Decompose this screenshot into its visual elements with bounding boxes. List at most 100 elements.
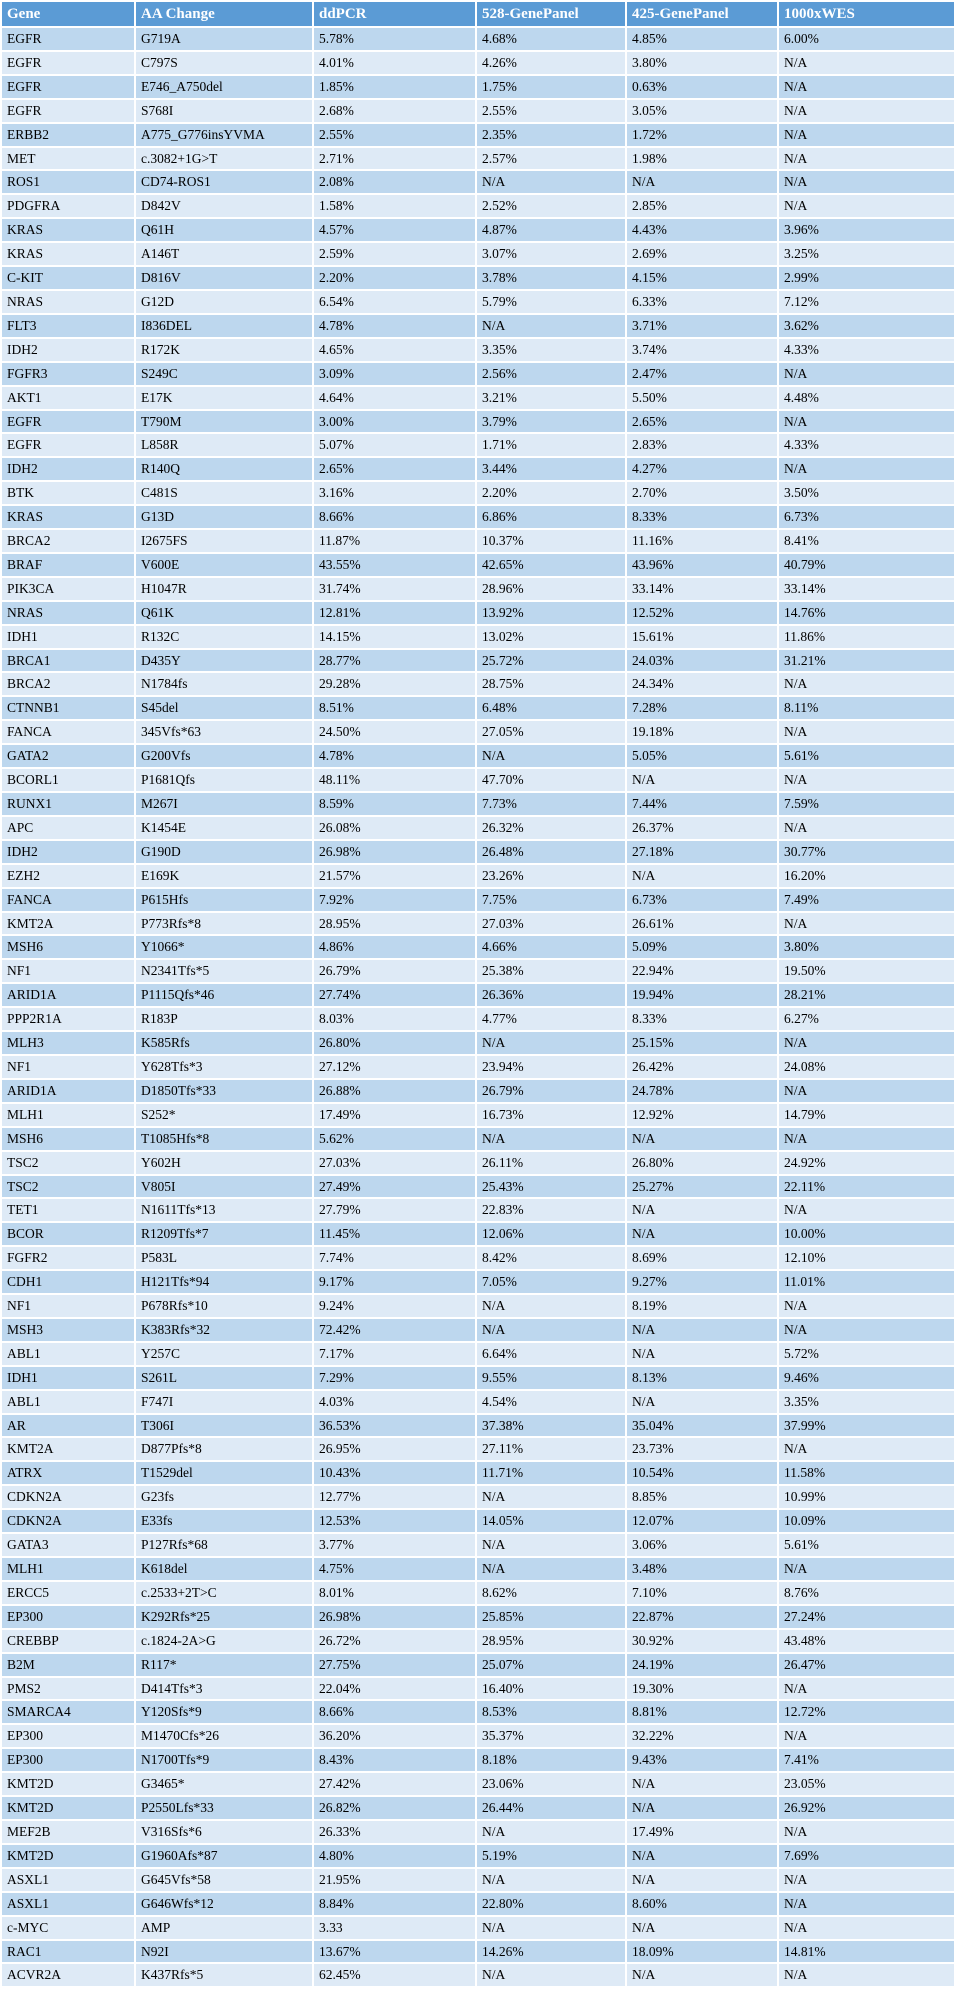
cell-425-genepanel: 43.96% <box>625 551 779 578</box>
cell-425-genepanel: 10.54% <box>625 1460 779 1487</box>
cell-1000xwes: 4.33% <box>777 432 954 459</box>
cell-gene: MSH6 <box>0 1125 136 1152</box>
cell-gene: ABL1 <box>0 1340 136 1367</box>
cell-425-genepanel: 15.61% <box>625 623 779 650</box>
table-row: MSH6 T1085Hfs*8 5.62% N/A N/A N/A <box>0 1125 954 1152</box>
cell-528-genepanel: 4.66% <box>475 934 627 961</box>
cell-ddpcr: 24.50% <box>312 719 477 746</box>
cell-1000xwes: N/A <box>777 456 954 483</box>
cell-gene: C-KIT <box>0 265 136 291</box>
cell-1000xwes: 11.86% <box>777 623 954 650</box>
cell-528-genepanel: 9.55% <box>475 1364 627 1391</box>
cell-ddpcr: 28.95% <box>312 910 477 937</box>
cell-gene: KMT2A <box>0 910 136 937</box>
table-row: EP300 M1470Cfs*26 36.20% 35.37% 32.22% N/A <box>0 1723 954 1750</box>
cell-1000xwes: 28.21% <box>777 982 954 1009</box>
table-row: ERCC5 c.2533+2T>C 8.01% 8.62% 7.10% 8.76% <box>0 1579 954 1606</box>
table-row: NRAS Q61K 12.81% 13.92% 12.52% 14.76% <box>0 599 954 626</box>
cell-425-genepanel: N/A <box>625 1842 779 1869</box>
cell-gene: EP300 <box>0 1747 136 1774</box>
cell-425-genepanel: 3.74% <box>625 336 779 363</box>
cell-528-genepanel: 6.48% <box>475 695 627 722</box>
table-header: Gene AA Change ddPCR 528-GenePanel 425-G… <box>0 0 954 28</box>
cell-aa-change: K618del <box>134 1556 314 1582</box>
cell-gene: EGFR <box>0 408 136 435</box>
cell-528-genepanel: 5.79% <box>475 288 627 315</box>
cell-aa-change: R140Q <box>134 456 314 483</box>
table-row: CTNNB1 S45del 8.51% 6.48% 7.28% 8.11% <box>0 695 954 722</box>
cell-gene: EGFR <box>0 73 136 100</box>
cell-1000xwes: 16.20% <box>777 862 954 889</box>
cell-528-genepanel: N/A <box>475 1914 627 1941</box>
cell-ddpcr: 3.33 <box>312 1914 477 1941</box>
cell-1000xwes: 19.50% <box>777 958 954 985</box>
cell-1000xwes: N/A <box>777 719 954 746</box>
cell-425-genepanel: 11.16% <box>625 528 779 554</box>
cell-528-genepanel: 2.20% <box>475 480 627 507</box>
cell-gene: BRCA1 <box>0 647 136 674</box>
cell-1000xwes: 14.76% <box>777 599 954 626</box>
table-row: AKT1 E17K 4.64% 3.21% 5.50% 4.48% <box>0 384 954 411</box>
cell-1000xwes: N/A <box>777 1293 954 1319</box>
table-row: IDH1 R132C 14.15% 13.02% 15.61% 11.86% <box>0 623 954 650</box>
cell-ddpcr: 2.55% <box>312 121 477 148</box>
cell-aa-change: S45del <box>134 695 314 722</box>
cell-aa-change: K585Rfs <box>134 1030 314 1056</box>
cell-ddpcr: 4.75% <box>312 1556 477 1582</box>
cell-1000xwes: N/A <box>777 1125 954 1152</box>
table-row: MEF2B V316Sfs*6 26.33% N/A 17.49% N/A <box>0 1818 954 1845</box>
cell-425-genepanel: 3.05% <box>625 97 779 124</box>
cell-425-genepanel: 2.69% <box>625 241 779 268</box>
cell-aa-change: I2675FS <box>134 528 314 554</box>
cell-528-genepanel: 26.48% <box>475 838 627 865</box>
cell-1000xwes: 6.27% <box>777 1006 954 1033</box>
cell-425-genepanel: N/A <box>625 862 779 889</box>
cell-528-genepanel: 26.36% <box>475 982 627 1009</box>
cell-ddpcr: 26.08% <box>312 814 477 841</box>
cell-1000xwes: N/A <box>777 1723 954 1750</box>
cell-425-genepanel: 9.27% <box>625 1269 779 1296</box>
cell-aa-change: c.3082+1G>T <box>134 145 314 172</box>
cell-gene: CDH1 <box>0 1269 136 1296</box>
table-row: EGFR E746_A750del 1.85% 1.75% 0.63% N/A <box>0 73 954 100</box>
cell-528-genepanel: 23.94% <box>475 1053 627 1080</box>
cell-1000xwes: N/A <box>777 73 954 100</box>
cell-528-genepanel: 3.07% <box>475 241 627 268</box>
cell-ddpcr: 7.17% <box>312 1340 477 1367</box>
cell-528-genepanel: 10.37% <box>475 528 627 554</box>
table-row: KRAS A146T 2.59% 3.07% 2.69% 3.25% <box>0 241 954 268</box>
cell-aa-change: I836DEL <box>134 312 314 339</box>
cell-gene: ASXL1 <box>0 1890 136 1917</box>
cell-gene: SMARCA4 <box>0 1699 136 1726</box>
cell-aa-change: P615Hfs <box>134 886 314 913</box>
cell-425-genepanel: 8.33% <box>625 1006 779 1033</box>
cell-528-genepanel: N/A <box>475 312 627 339</box>
cell-gene: NRAS <box>0 599 136 626</box>
table-row: TSC2 Y602H 27.03% 26.11% 26.80% 24.92% <box>0 1149 954 1176</box>
cell-528-genepanel: 4.26% <box>475 49 627 76</box>
cell-425-genepanel: 8.85% <box>625 1484 779 1511</box>
table-row: MLH1 K618del 4.75% N/A 3.48% N/A <box>0 1556 954 1582</box>
table-row: BRCA1 D435Y 28.77% 25.72% 24.03% 31.21% <box>0 647 954 674</box>
cell-aa-change: N2341Tfs*5 <box>134 958 314 985</box>
cell-1000xwes: 10.09% <box>777 1508 954 1535</box>
cell-aa-change: P2550Lfs*33 <box>134 1795 314 1821</box>
cell-ddpcr: 11.45% <box>312 1221 477 1248</box>
cell-aa-change: K437Rfs*5 <box>134 1962 314 1989</box>
cell-aa-change: V316Sfs*6 <box>134 1818 314 1845</box>
cell-425-genepanel: 8.69% <box>625 1245 779 1272</box>
table-row: NRAS G12D 6.54% 5.79% 6.33% 7.12% <box>0 288 954 315</box>
cell-528-genepanel: 3.78% <box>475 265 627 291</box>
table-row: GATA3 P127Rfs*68 3.77% N/A 3.06% 5.61% <box>0 1532 954 1558</box>
cell-528-genepanel: 2.52% <box>475 193 627 220</box>
table-row: BRCA2 N1784fs 29.28% 28.75% 24.34% N/A <box>0 671 954 698</box>
cell-528-genepanel: 6.86% <box>475 504 627 531</box>
cell-aa-change: CD74-ROS1 <box>134 169 314 196</box>
table-row: SMARCA4 Y120Sfs*9 8.66% 8.53% 8.81% 12.72% <box>0 1699 954 1726</box>
cell-ddpcr: 8.43% <box>312 1747 477 1774</box>
cell-425-genepanel: N/A <box>625 1197 779 1224</box>
table-row: BRAF V600E 43.55% 42.65% 43.96% 40.79% <box>0 551 954 578</box>
cell-425-genepanel: N/A <box>625 1388 779 1415</box>
cell-aa-change: R1209Tfs*7 <box>134 1221 314 1248</box>
cell-425-genepanel: 7.28% <box>625 695 779 722</box>
